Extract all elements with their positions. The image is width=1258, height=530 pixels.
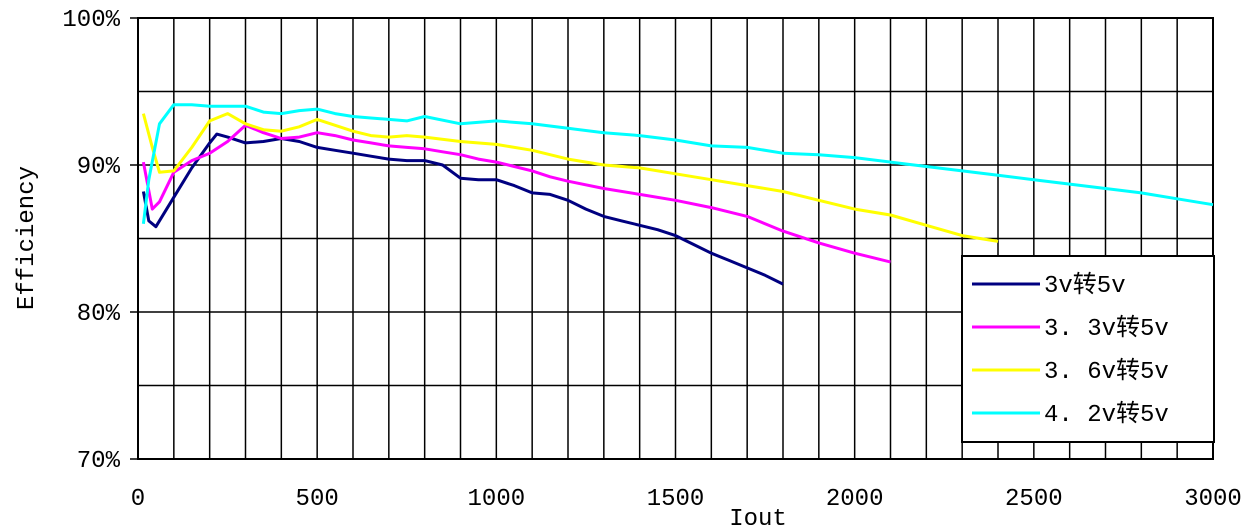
x-axis-title: Iout [729,506,787,530]
tick-labels: 70% 80% 90% 100% 0 500 1000 1500 2000 2500 3000 [62,7,1241,513]
x-tick-label: 1000 [468,486,526,513]
plot-frame [137,17,1214,460]
x-tick-label: 3000 [1184,486,1242,513]
series-line-1 [141,132,784,286]
y-axis-title: Efficiency [14,166,41,310]
x-tick-label: 2000 [826,486,884,513]
legend-label: 4. 2v转5v [1044,400,1169,429]
x-tick-label: 0 [131,486,145,513]
series-line-2 [141,123,891,264]
y-tick-label: 70% [77,448,121,475]
legend: 3v转5v 3. 3v转5v 3. 6v转5v 4. 2v转5v [961,255,1215,443]
x-tick-label: 500 [296,486,339,513]
legend-label: 3. 3v转5v [1044,314,1169,343]
y-tick-label: 100% [62,7,120,34]
x-tick-label: 1500 [647,486,705,513]
legend-box [961,255,1215,443]
legend-label: 3v转5v [1044,271,1126,300]
legend-label: 3. 6v转5v [1044,357,1169,386]
series-line-3 [141,112,999,243]
y-tick-label: 90% [77,154,121,181]
series-line-4 [141,103,1214,224]
y-tick-label: 80% [77,301,121,328]
series-layer [141,103,1214,286]
x-tick-label: 2500 [1005,486,1063,513]
